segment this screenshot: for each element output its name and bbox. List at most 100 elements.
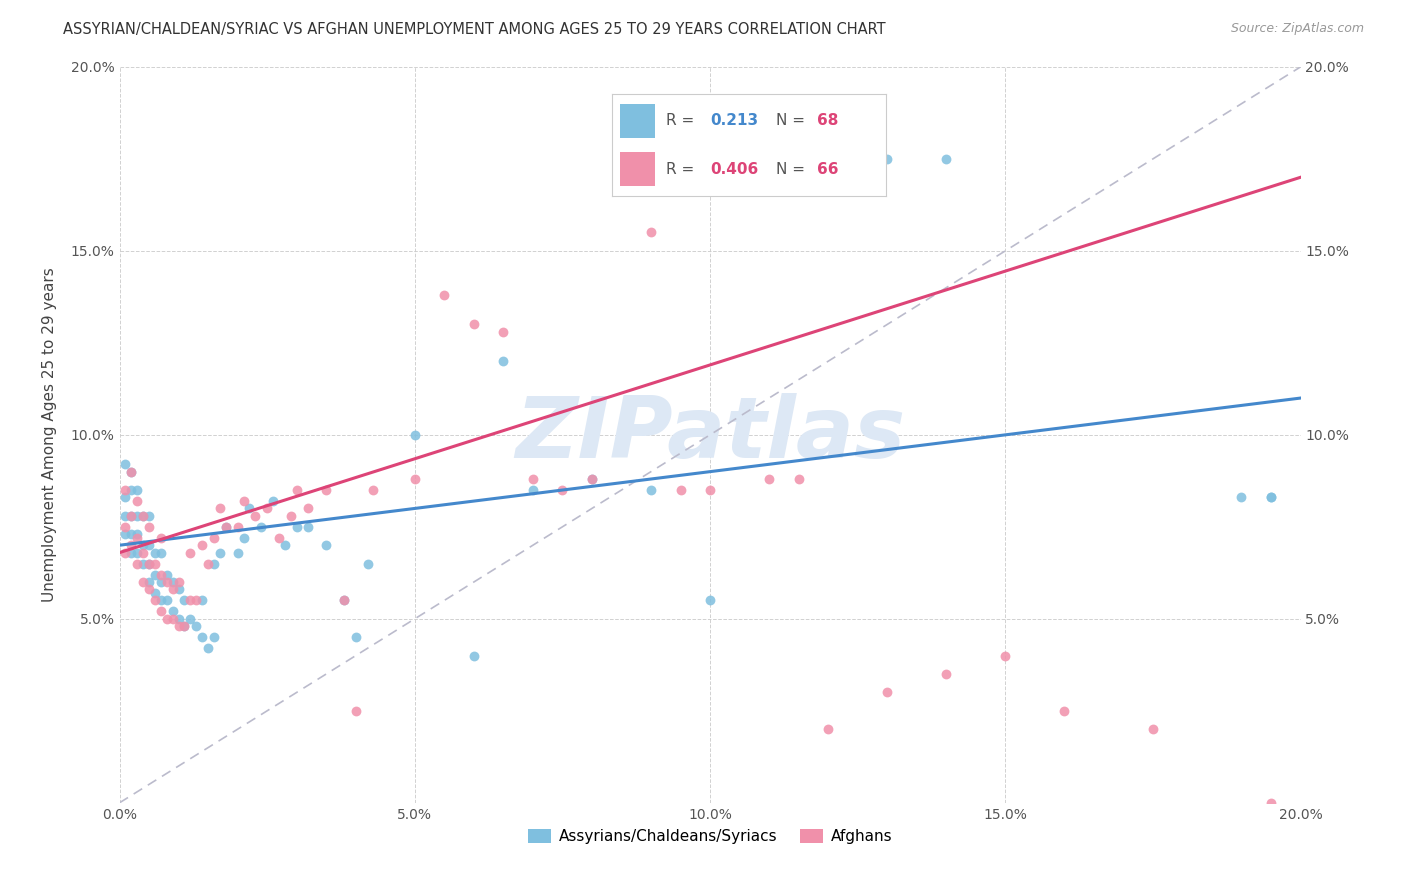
- Text: ZIPatlas: ZIPatlas: [515, 393, 905, 476]
- Point: [522, 472, 544, 486]
- Point: [250, 520, 273, 534]
- Point: [114, 491, 136, 505]
- Point: [226, 520, 249, 534]
- Point: [363, 483, 385, 497]
- Point: [138, 557, 160, 571]
- Point: [179, 612, 201, 626]
- Point: [315, 483, 337, 497]
- Point: [197, 641, 219, 656]
- Text: N =: N =: [776, 113, 810, 128]
- Point: [344, 630, 367, 644]
- Text: 0.406: 0.406: [710, 161, 759, 177]
- Point: [492, 325, 515, 339]
- Point: [202, 531, 225, 545]
- Point: [156, 612, 179, 626]
- Point: [156, 593, 179, 607]
- Point: [1260, 491, 1282, 505]
- Point: [143, 557, 166, 571]
- Point: [267, 531, 290, 545]
- Point: [280, 508, 302, 523]
- Point: [492, 354, 515, 368]
- Point: [132, 508, 155, 523]
- Point: [149, 567, 172, 582]
- Text: 0.213: 0.213: [710, 113, 758, 128]
- Bar: [620, 104, 655, 137]
- Point: [114, 527, 136, 541]
- Point: [215, 520, 238, 534]
- Point: [127, 508, 149, 523]
- Point: [1260, 796, 1282, 810]
- Point: [202, 557, 225, 571]
- Text: R =: R =: [666, 113, 700, 128]
- Point: [143, 545, 166, 560]
- Point: [640, 226, 662, 240]
- Point: [149, 575, 172, 590]
- Point: [167, 619, 190, 633]
- Point: [132, 538, 155, 552]
- Point: [238, 501, 260, 516]
- Point: [274, 538, 297, 552]
- Point: [120, 538, 142, 552]
- Point: [143, 586, 166, 600]
- Point: [120, 465, 142, 479]
- Text: 66: 66: [817, 161, 839, 177]
- Point: [138, 508, 160, 523]
- Point: [202, 630, 225, 644]
- Point: [935, 667, 957, 681]
- Point: [179, 593, 201, 607]
- Point: [581, 472, 603, 486]
- Point: [149, 545, 172, 560]
- Y-axis label: Unemployment Among Ages 25 to 29 years: Unemployment Among Ages 25 to 29 years: [42, 268, 56, 602]
- Point: [522, 483, 544, 497]
- Point: [149, 531, 172, 545]
- Point: [256, 501, 278, 516]
- Point: [215, 520, 238, 534]
- Point: [138, 575, 160, 590]
- Point: [758, 472, 780, 486]
- Point: [132, 508, 155, 523]
- Point: [127, 483, 149, 497]
- Point: [297, 501, 319, 516]
- Point: [699, 483, 721, 497]
- Point: [191, 593, 214, 607]
- Point: [114, 483, 136, 497]
- Point: [173, 619, 195, 633]
- Point: [232, 531, 254, 545]
- Legend: Assyrians/Chaldeans/Syriacs, Afghans: Assyrians/Chaldeans/Syriacs, Afghans: [522, 823, 898, 850]
- Point: [356, 557, 378, 571]
- Point: [179, 545, 201, 560]
- Point: [1142, 723, 1164, 737]
- Point: [226, 545, 249, 560]
- Point: [167, 612, 190, 626]
- Point: [143, 593, 166, 607]
- Point: [876, 152, 898, 166]
- Point: [114, 508, 136, 523]
- Point: [333, 593, 356, 607]
- Point: [173, 619, 195, 633]
- Point: [162, 612, 184, 626]
- Point: [262, 494, 284, 508]
- Point: [162, 582, 184, 597]
- Text: Source: ZipAtlas.com: Source: ZipAtlas.com: [1230, 22, 1364, 36]
- Point: [1260, 491, 1282, 505]
- Point: [433, 288, 456, 302]
- Point: [208, 545, 231, 560]
- Point: [186, 619, 208, 633]
- Point: [173, 593, 195, 607]
- Point: [156, 567, 179, 582]
- Point: [787, 472, 810, 486]
- Point: [138, 520, 160, 534]
- Point: [191, 630, 214, 644]
- Point: [132, 575, 155, 590]
- Bar: [620, 153, 655, 186]
- Point: [167, 582, 190, 597]
- Point: [551, 483, 574, 497]
- Point: [127, 557, 149, 571]
- Point: [120, 483, 142, 497]
- Text: 68: 68: [817, 113, 838, 128]
- Point: [138, 557, 160, 571]
- Point: [315, 538, 337, 552]
- Point: [787, 133, 810, 147]
- Point: [114, 545, 136, 560]
- Text: N =: N =: [776, 161, 810, 177]
